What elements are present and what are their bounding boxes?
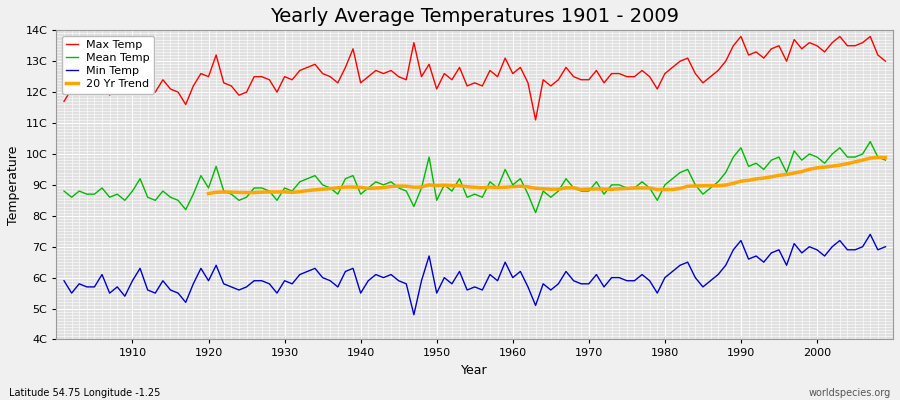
Min Temp xyxy=(607,275,617,280)
20 Yr Trend xyxy=(598,187,609,192)
Line: Mean Temp: Mean Temp xyxy=(64,142,886,213)
Y-axis label: Temperature: Temperature xyxy=(7,145,20,224)
Mean Temp xyxy=(880,158,891,162)
Min Temp xyxy=(880,244,891,249)
Min Temp xyxy=(409,312,419,317)
Mean Temp xyxy=(287,189,298,194)
Legend: Max Temp, Mean Temp, Min Temp, 20 Yr Trend: Max Temp, Mean Temp, Min Temp, 20 Yr Tre… xyxy=(62,36,155,94)
Max Temp xyxy=(332,80,343,85)
Max Temp xyxy=(530,118,541,122)
Mean Temp xyxy=(332,192,343,196)
Mean Temp xyxy=(120,198,130,203)
Line: Min Temp: Min Temp xyxy=(64,234,886,315)
Max Temp xyxy=(120,90,130,94)
Min Temp xyxy=(515,269,526,274)
Min Temp xyxy=(58,278,69,283)
20 Yr Trend xyxy=(508,184,518,189)
Title: Yearly Average Temperatures 1901 - 2009: Yearly Average Temperatures 1901 - 2009 xyxy=(270,7,680,26)
Text: worldspecies.org: worldspecies.org xyxy=(809,388,891,398)
X-axis label: Year: Year xyxy=(462,364,488,377)
20 Yr Trend xyxy=(332,186,343,190)
Max Temp xyxy=(58,99,69,104)
Mean Temp xyxy=(607,182,617,187)
Max Temp xyxy=(880,59,891,64)
20 Yr Trend xyxy=(287,190,298,195)
Mean Temp xyxy=(508,182,518,187)
Mean Temp xyxy=(58,189,69,194)
Line: 20 Yr Trend: 20 Yr Trend xyxy=(209,157,886,194)
Mean Temp xyxy=(500,167,510,172)
Min Temp xyxy=(287,282,298,286)
Text: Latitude 54.75 Longitude -1.25: Latitude 54.75 Longitude -1.25 xyxy=(9,388,160,398)
Max Temp xyxy=(508,71,518,76)
Min Temp xyxy=(508,275,518,280)
Max Temp xyxy=(735,34,746,39)
20 Yr Trend xyxy=(500,185,510,190)
Min Temp xyxy=(865,232,876,237)
Max Temp xyxy=(500,56,510,60)
Mean Temp xyxy=(530,210,541,215)
Line: Max Temp: Max Temp xyxy=(64,36,886,120)
Mean Temp xyxy=(865,139,876,144)
Max Temp xyxy=(607,71,617,76)
Min Temp xyxy=(332,284,343,289)
20 Yr Trend xyxy=(880,155,891,160)
Min Temp xyxy=(120,294,130,298)
Max Temp xyxy=(287,77,298,82)
